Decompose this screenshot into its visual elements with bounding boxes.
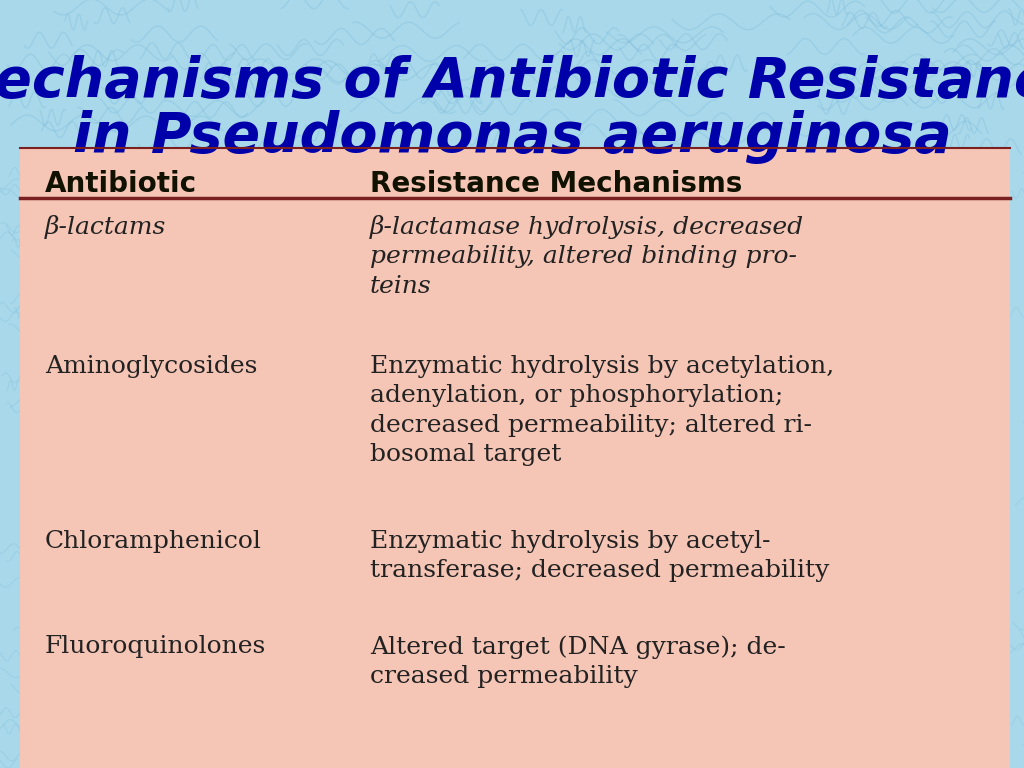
Text: Chloramphenicol: Chloramphenicol xyxy=(45,530,262,553)
Text: Resistance Mechanisms: Resistance Mechanisms xyxy=(370,170,742,198)
Text: Fluoroquinolones: Fluoroquinolones xyxy=(45,635,266,658)
Text: Mechanisms of Antibiotic Resistance: Mechanisms of Antibiotic Resistance xyxy=(0,55,1024,109)
Bar xyxy=(20,148,1010,768)
Text: Enzymatic hydrolysis by acetylation,
adenylation, or phosphorylation;
decreased : Enzymatic hydrolysis by acetylation, ade… xyxy=(370,355,835,466)
Text: β-lactamase hydrolysis, decreased
permeability, altered binding pro-
teins: β-lactamase hydrolysis, decreased permea… xyxy=(370,215,804,298)
Text: Altered target (DNA gyrase); de-
creased permeability: Altered target (DNA gyrase); de- creased… xyxy=(370,635,785,688)
Text: β-lactams: β-lactams xyxy=(45,215,166,239)
Text: Enzymatic hydrolysis by acetyl-
transferase; decreased permeability: Enzymatic hydrolysis by acetyl- transfer… xyxy=(370,530,829,582)
Text: Antibiotic: Antibiotic xyxy=(45,170,198,198)
Text: Aminoglycosides: Aminoglycosides xyxy=(45,355,257,378)
Text: in Pseudomonas aeruginosa: in Pseudomonas aeruginosa xyxy=(73,110,951,164)
